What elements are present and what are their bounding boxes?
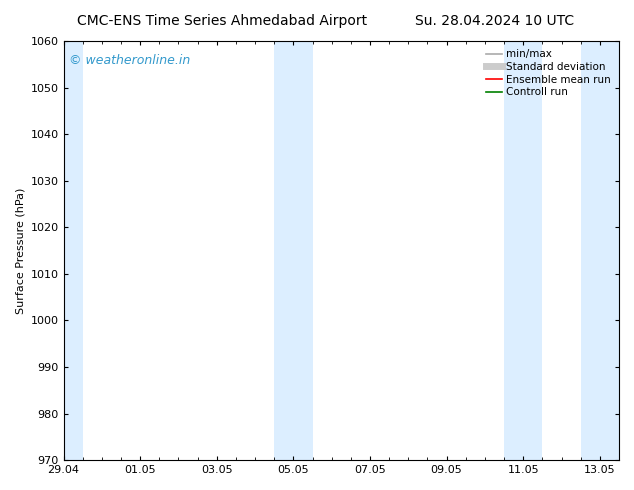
Text: Su. 28.04.2024 10 UTC: Su. 28.04.2024 10 UTC [415, 14, 574, 28]
Bar [504, 41, 542, 460]
Text: © weatheronline.in: © weatheronline.in [69, 53, 190, 67]
Bar [63, 41, 82, 460]
Bar [581, 41, 619, 460]
Y-axis label: Surface Pressure (hPa): Surface Pressure (hPa) [15, 187, 25, 314]
Bar [275, 41, 313, 460]
Text: CMC-ENS Time Series Ahmedabad Airport: CMC-ENS Time Series Ahmedabad Airport [77, 14, 367, 28]
Legend: min/max, Standard deviation, Ensemble mean run, Controll run: min/max, Standard deviation, Ensemble me… [483, 46, 614, 100]
